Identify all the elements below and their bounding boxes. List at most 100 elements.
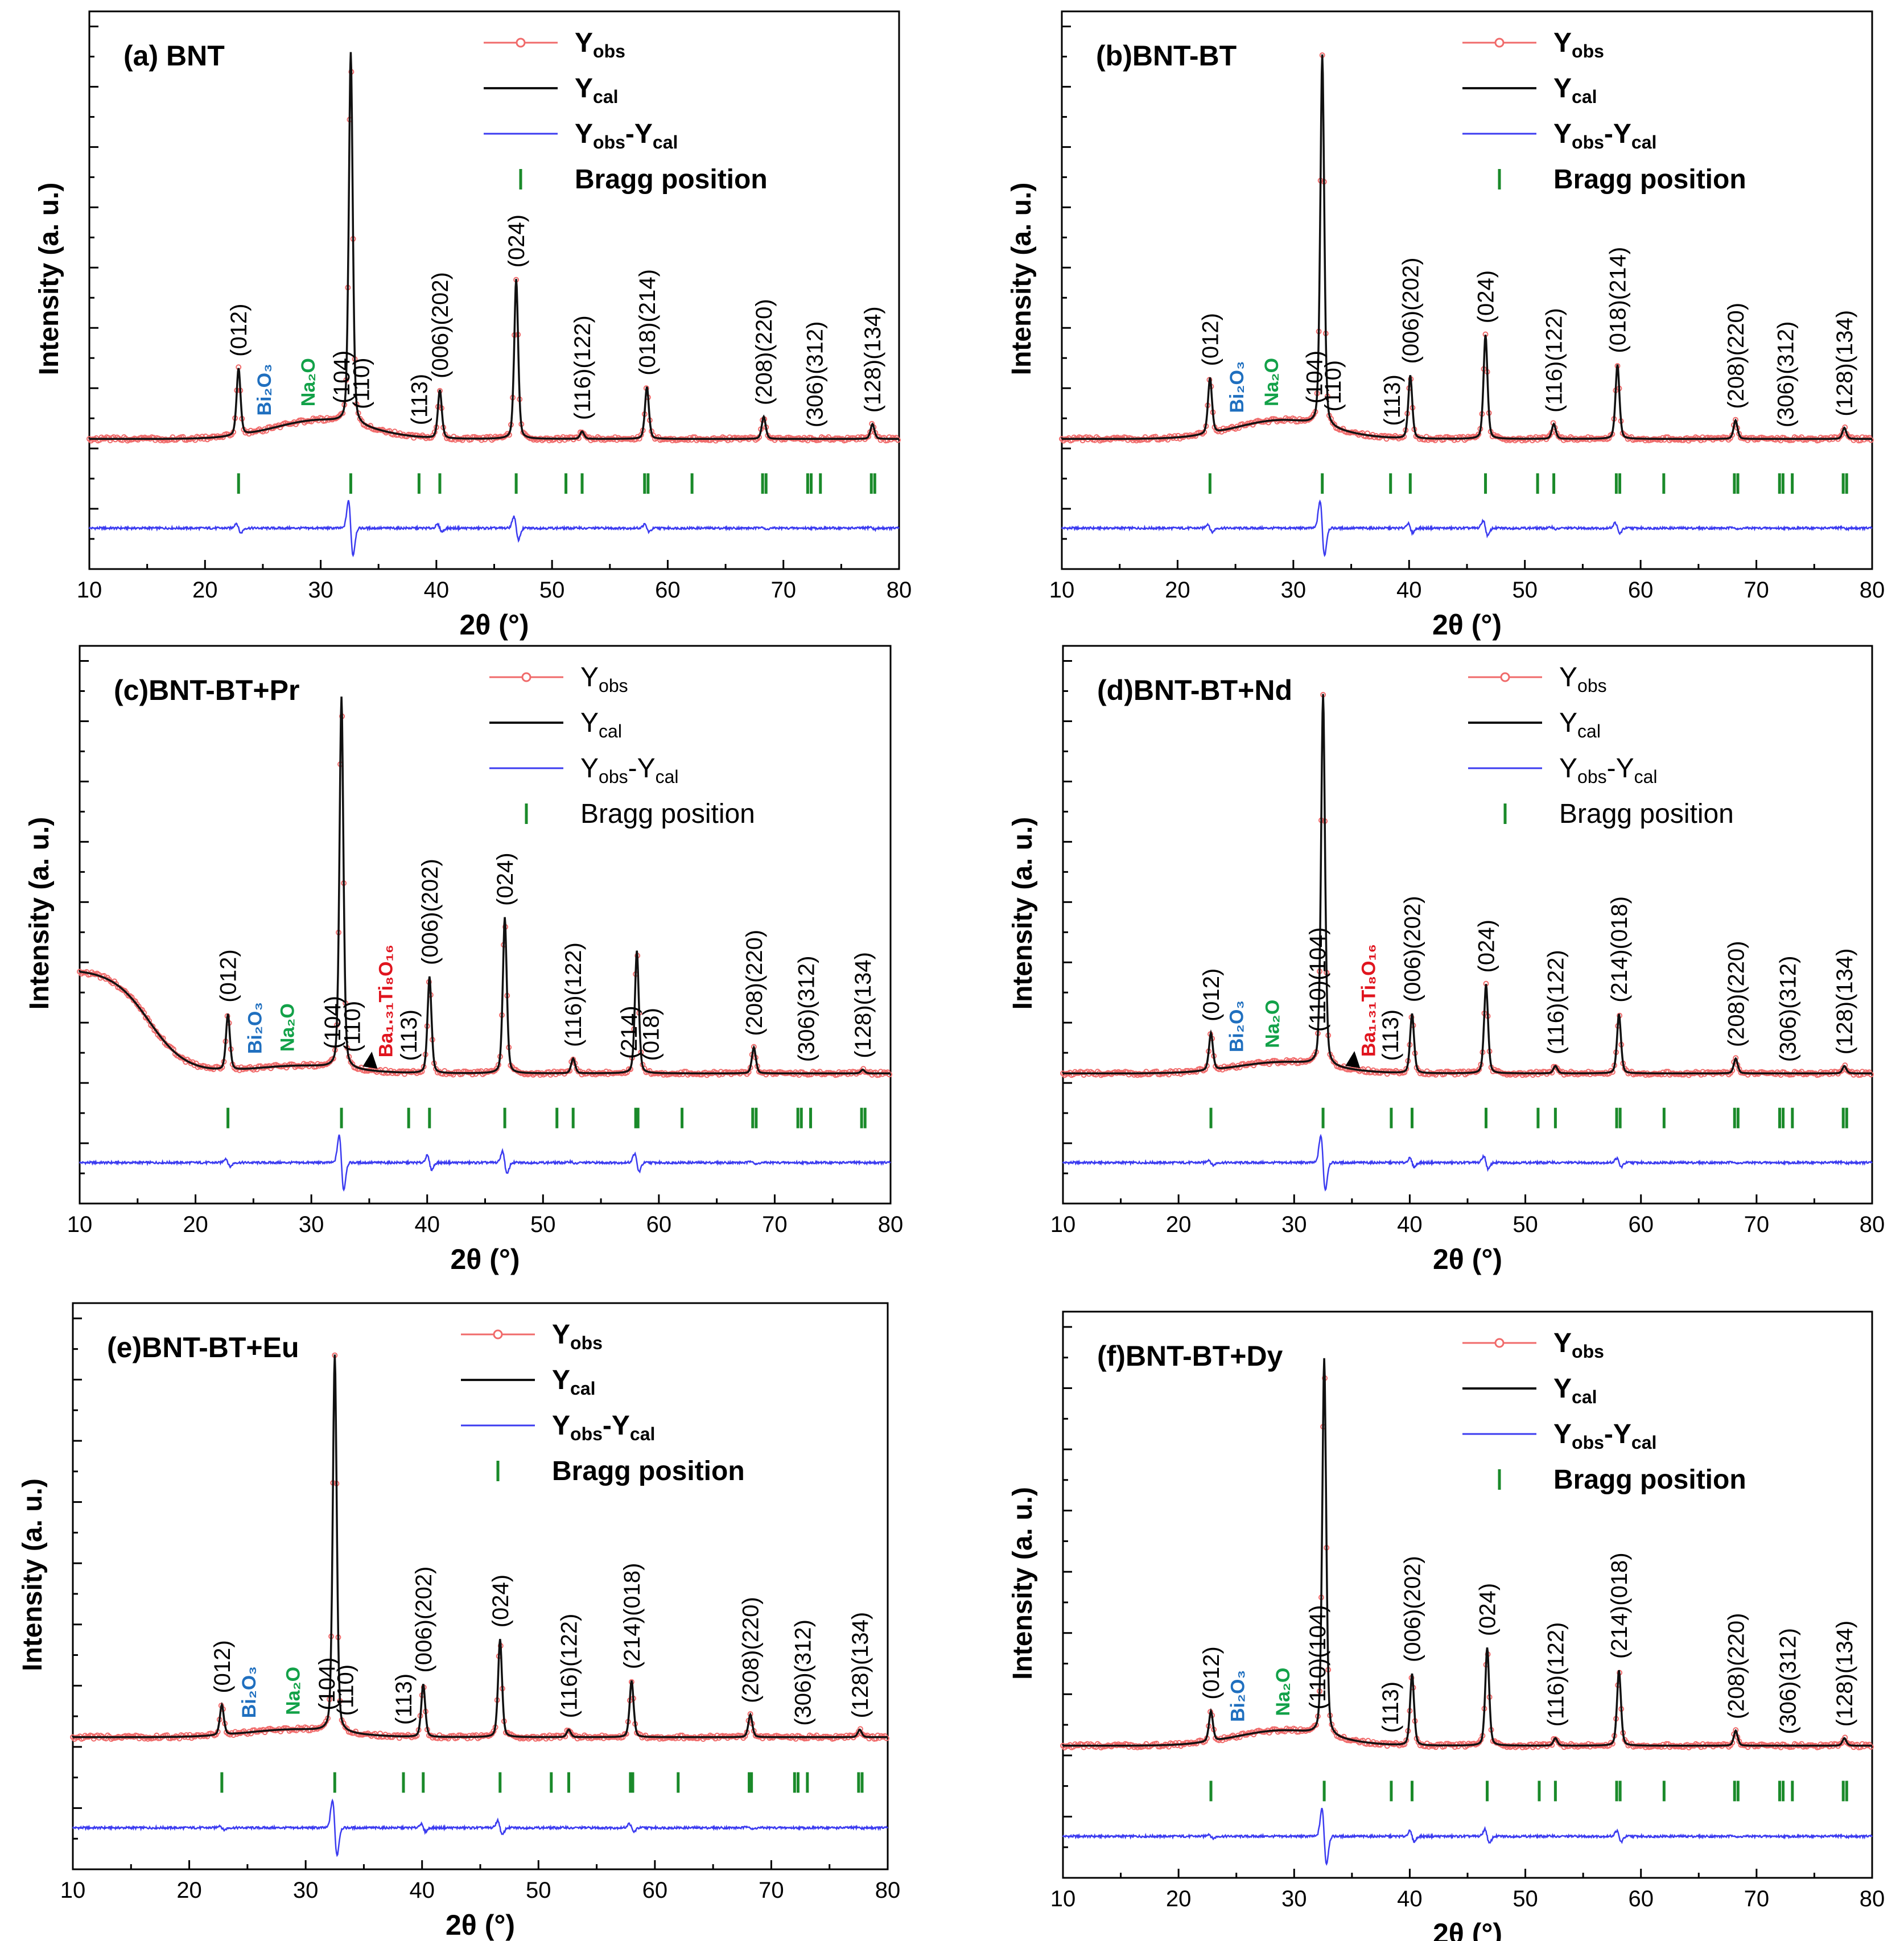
hkl-label: (116)(122) [570, 315, 595, 420]
impurity-label: Bi₂O₃ [244, 1002, 266, 1054]
hkl-label: (110) [1321, 360, 1346, 411]
x-tick-label: 80 [1860, 578, 1885, 603]
legend-yobs-marker [1494, 38, 1505, 48]
hkl-label: (006)(202) [1400, 896, 1425, 1002]
series-difference [1062, 1807, 1873, 1866]
x-tick-label: 40 [1396, 578, 1422, 603]
x-tick-label: 70 [1744, 578, 1769, 603]
x-tick-label: 70 [770, 578, 796, 603]
x-tick-label: 40 [409, 1878, 435, 1903]
x-tick-label: 30 [1281, 1212, 1307, 1237]
x-axis-label: 2θ (°) [1432, 609, 1502, 641]
hkl-label: (006)(202) [1398, 258, 1423, 364]
impurity-label: Ba₁.₃₁Ti₈O₁₆ [375, 945, 397, 1057]
impurity-label: Na₂O [298, 358, 319, 406]
hkl-label: (110) [349, 358, 374, 409]
hkl-label: (012) [1199, 1646, 1224, 1699]
series-ycal [1062, 54, 1872, 440]
impurity-label: Ba₁.₃₁Ti₈O₁₆ [1358, 944, 1379, 1057]
x-tick-label: 80 [875, 1878, 901, 1903]
hkl-label: (208)(220) [739, 1597, 764, 1703]
hkl-label: (128)(134) [848, 1612, 873, 1719]
legend-label-bragg: Bragg position [1559, 799, 1734, 829]
x-tick-label: 30 [1281, 1886, 1307, 1911]
plot-frame [1062, 1311, 1873, 1879]
y-axis-label: Intensity (a. u.) [18, 1478, 48, 1671]
impurity-label: Bi₂O₃ [1226, 1000, 1248, 1052]
x-tick-label: 20 [1166, 1212, 1192, 1237]
hkl-label: (128)(134) [851, 952, 876, 1058]
x-tick-label: 20 [176, 1878, 202, 1903]
hkl-label: (306)(312) [1776, 956, 1801, 1062]
x-tick-label: 70 [762, 1212, 788, 1237]
x-tick-label: 30 [1281, 578, 1307, 603]
hkl-label: (104) [320, 996, 345, 1049]
impurity-label: Bi₂O₃ [1227, 1670, 1249, 1722]
impurity-label: Na₂O [277, 1003, 298, 1052]
legend: Yobs Ycal Yobs-Ycal Bragg position [461, 1320, 745, 1486]
panel-title: (e)BNT-BT+Eu [107, 1332, 299, 1363]
impurity-label: Na₂O [1272, 1668, 1294, 1716]
impurity-label: Bi₂O₃ [254, 364, 275, 415]
hkl-label: (116)(122) [1542, 308, 1567, 413]
x-axis-label: 2θ (°) [450, 1243, 520, 1275]
hkl-label: (128)(134) [1832, 1621, 1857, 1727]
series-yobs [1060, 1375, 1874, 1751]
hkl-label: (024) [1476, 1583, 1501, 1636]
yobs-point [884, 1735, 889, 1741]
x-tick-label: 10 [77, 578, 102, 603]
hkl-label: (306)(312) [1773, 322, 1798, 428]
x-tick-label: 10 [60, 1878, 86, 1903]
panel-title: (f)BNT-BT+Dy [1097, 1340, 1283, 1372]
impurity-label: Bi₂O₃ [1226, 361, 1248, 413]
legend-label: Yobs [552, 1320, 603, 1353]
impurity-label: Bi₂O₃ [238, 1666, 260, 1718]
hkl-label: (208)(220) [1724, 1613, 1749, 1720]
x-tick-label: 20 [1166, 1886, 1192, 1911]
series-ycal [1063, 1358, 1872, 1747]
x-tick-label: 50 [1512, 578, 1538, 603]
legend-yobs-marker [516, 38, 526, 48]
legend-label: Yobs [575, 28, 625, 61]
y-axis-label: Intensity (a. u.) [24, 817, 55, 1010]
x-tick-label: 80 [1860, 1212, 1885, 1237]
x-tick-label: 60 [1628, 578, 1654, 603]
legend-label: Ycal [552, 1365, 596, 1399]
hkl-label: (113) [1380, 374, 1405, 426]
series-difference [79, 1134, 891, 1192]
legend-label-bragg: Bragg position [1553, 1465, 1746, 1495]
hkl-label: (113) [391, 1674, 417, 1725]
legend-yobs-marker [1500, 672, 1510, 682]
legend-label: Yobs-Ycal [575, 119, 678, 153]
plot-frame [72, 1302, 889, 1870]
legend-label-bragg: Bragg position [580, 799, 755, 829]
legend: Yobs Ycal Yobs-Ycal Bragg position [1462, 1328, 1746, 1495]
legend: Yobs Ycal Yobs-Ycal Bragg position [489, 662, 755, 829]
hkl-label: (214) [617, 1005, 642, 1058]
panel-6: 10 20 30 40 50 60 70 80 2θ (°) Intensity (a. u.) (… [1008, 1311, 1885, 1941]
series-difference [1061, 499, 1873, 557]
x-tick-label: 60 [1628, 1886, 1654, 1911]
hkl-label: (018)(214) [1605, 247, 1630, 353]
hkl-label: (012) [1199, 969, 1224, 1021]
panel-5: 10 20 30 40 50 60 70 80 2θ (°) Intensity (a. u.) (… [18, 1302, 901, 1941]
plot-frame [1061, 10, 1873, 570]
y-axis-label: Intensity (a. u.) [1008, 817, 1038, 1010]
hkl-label: (012) [226, 303, 252, 356]
plot-frame [88, 10, 900, 570]
hkl-label: (024) [1474, 270, 1499, 323]
hkl-label: (306)(312) [791, 1619, 816, 1726]
hkl-label: (116)(122) [561, 942, 586, 1047]
legend-label: Yobs-Ycal [580, 753, 679, 787]
legend-label: Ycal [1553, 1374, 1597, 1407]
hkl-label: (018) [639, 1008, 664, 1061]
x-tick-label: 10 [1049, 578, 1075, 603]
hkl-label: (128)(134) [1832, 948, 1857, 1054]
hkl-label: (104) [329, 351, 355, 403]
x-tick-label: 60 [1628, 1212, 1654, 1237]
hkl-label: (116)(122) [1543, 950, 1568, 1054]
legend-label: Yobs [1559, 662, 1607, 696]
hkl-label: (024) [504, 215, 529, 267]
hkl-label: (006)(202) [1400, 1556, 1425, 1662]
